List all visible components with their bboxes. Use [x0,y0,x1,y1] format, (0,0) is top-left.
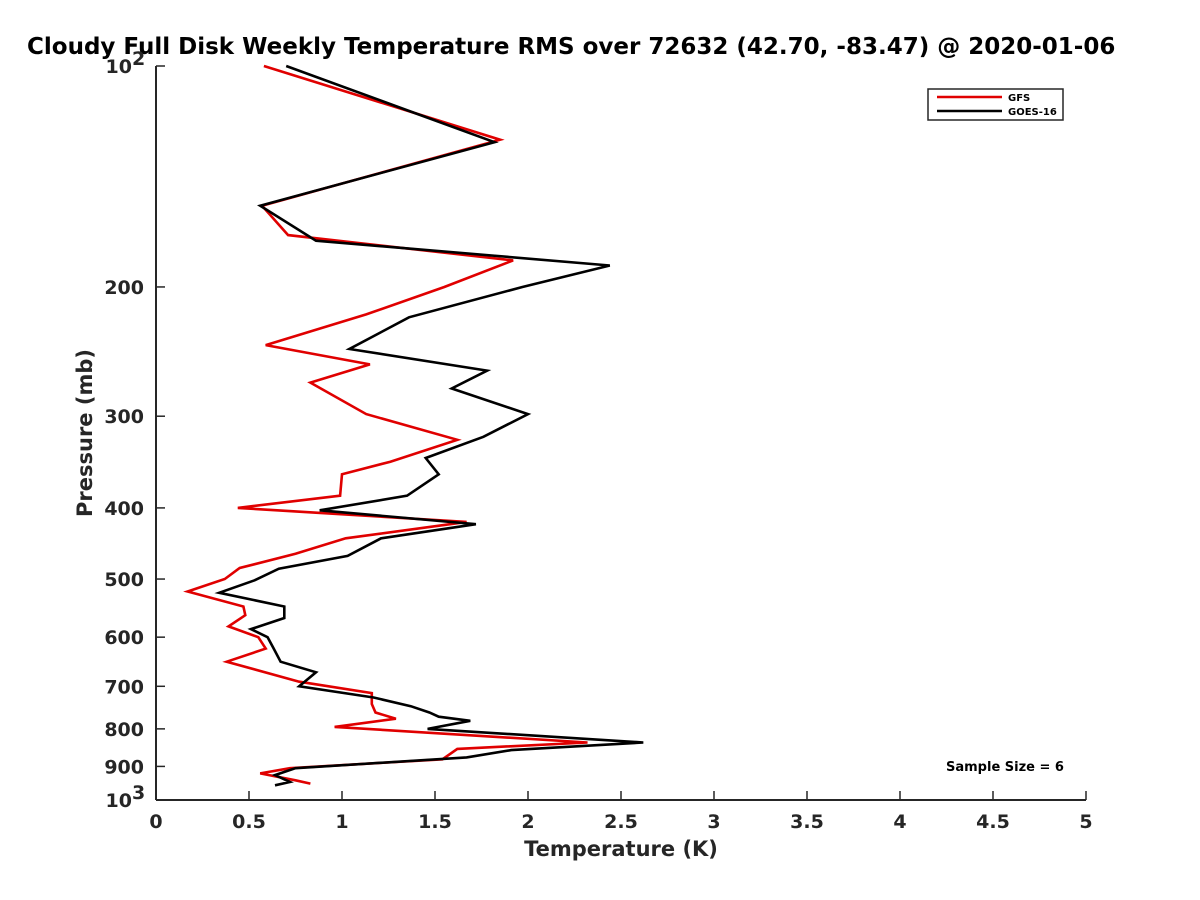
y-tick-label: 10 [106,790,132,812]
y-tick-label: 400 [104,498,144,520]
y-tick-label: 500 [104,569,144,591]
y-tick-label: 800 [104,719,144,741]
sample-size-annotation: Sample Size = 6 [946,760,1064,775]
y-tick-exponent: 2 [132,48,145,70]
x-tick-label: 5 [1079,811,1092,833]
y-tick-label: 10 [106,56,132,78]
y-tick-label: 600 [104,627,144,649]
series-line-gfs [183,64,588,785]
x-tick-label: 3.5 [790,811,824,833]
x-tick-label: 1 [335,811,348,833]
y-tick-label: 300 [104,406,144,428]
y-tick-label: 200 [104,277,144,299]
x-tick-label: 2 [521,811,534,833]
y-tick-label: 900 [104,756,144,778]
x-axis-label: Temperature (K) [524,837,718,861]
x-tick-label: 3 [707,811,720,833]
chart-title: Cloudy Full Disk Weekly Temperature RMS … [27,34,1115,60]
x-tick-label: 4 [893,811,906,833]
x-ticks: 0 0.5 1 1.5 2 2.5 3 3.5 4 4.5 5 [149,791,1093,833]
legend: GFS GOES-16 [927,88,1064,121]
x-tick-label: 0 [149,811,162,833]
legend-label-gfs: GFS [1008,93,1030,104]
series-layer [183,64,644,787]
y-tick-label: 700 [104,676,144,698]
series-line-goes-16 [214,64,644,787]
x-tick-label: 0.5 [232,811,266,833]
legend-label-goes16: GOES-16 [1008,107,1057,118]
x-tick-label: 4.5 [976,811,1010,833]
x-tick-label: 2.5 [604,811,638,833]
y-tick-exponent: 3 [132,782,145,804]
legend-box [927,88,1064,121]
x-tick-label: 1.5 [418,811,452,833]
y-axis-label: Pressure (mb) [73,349,97,517]
